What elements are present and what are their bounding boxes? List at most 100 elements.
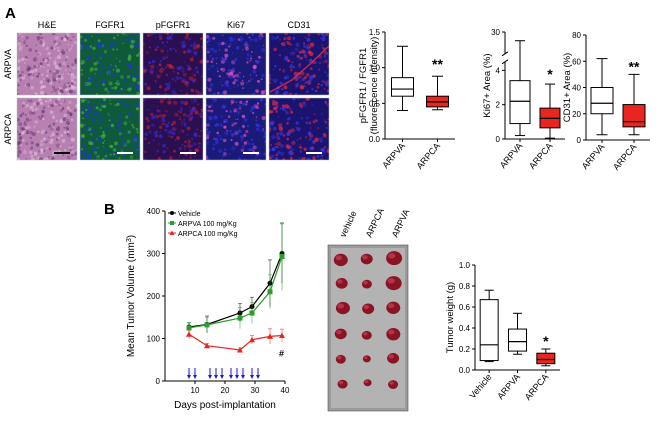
micrograph-speck: [184, 140, 188, 144]
micrograph-speck: [230, 139, 233, 141]
tumor-highlight: [363, 304, 370, 310]
micrograph-speck: [287, 36, 292, 41]
micrograph-speck: [127, 130, 131, 134]
micrograph-speck: [246, 140, 249, 143]
micrograph-speck: [58, 98, 61, 100]
micrograph-border: [268, 32, 330, 96]
micrograph-speck: [80, 59, 86, 65]
micrograph-speck: [96, 138, 98, 140]
micrograph-speck: [113, 141, 118, 146]
micrograph-speck: [307, 79, 311, 84]
micrograph-speck: [325, 33, 328, 36]
micrograph-speck: [18, 136, 23, 140]
micrograph-speck: [97, 137, 102, 142]
micrograph-speck: [156, 109, 160, 113]
micrograph-speck: [206, 87, 209, 89]
micrograph-speck: [272, 126, 277, 131]
micrograph-speck: [255, 116, 258, 118]
micrograph-speck: [28, 111, 33, 115]
micrograph-texture: [80, 33, 140, 95]
micrograph-speck: [23, 148, 26, 151]
micrograph-speck: [274, 105, 277, 107]
micrograph-speck: [36, 36, 41, 40]
micrograph-speck: [159, 60, 163, 63]
micrograph-speck: [193, 155, 196, 158]
micrograph-speck: [130, 39, 135, 44]
micrograph-speck: [121, 84, 123, 86]
micrograph-speck: [128, 55, 132, 59]
micrograph-speck: [305, 59, 308, 61]
micrograph-speck: [305, 116, 309, 120]
micrograph-speck: [207, 44, 210, 46]
micrograph-speck: [62, 99, 65, 102]
micrograph-speck: [160, 74, 162, 77]
micrograph-speck: [33, 151, 38, 156]
box: [590, 87, 614, 115]
micrograph-tile: [268, 97, 330, 161]
micrograph-speck: [206, 41, 209, 43]
micrograph-speck: [190, 153, 192, 156]
y-axis-label: CD31+ Area (%): [562, 53, 573, 122]
micrograph-speck: [66, 119, 69, 121]
micrograph-speck: [282, 134, 286, 137]
micrograph-speck: [219, 123, 223, 127]
micrograph-speck: [70, 137, 75, 142]
micrograph-speck: [23, 61, 26, 64]
micrograph-speck: [246, 57, 249, 61]
micrograph-speck: [183, 118, 186, 121]
micrograph-speck: [18, 45, 23, 50]
micrograph-speck: [277, 150, 281, 155]
micrograph-speck: [150, 123, 155, 127]
micrograph-speck: [315, 61, 318, 64]
micrograph-speck: [68, 48, 71, 52]
micrograph-speck: [89, 45, 93, 48]
micrograph-speck: [261, 125, 263, 127]
micrograph-speck: [156, 45, 160, 49]
micrograph-speck: [85, 108, 88, 111]
micrograph-speck: [243, 42, 247, 45]
micrograph-speck: [279, 131, 284, 136]
micrograph-speck: [251, 142, 255, 146]
tumor: [335, 301, 350, 315]
significance-mark: *: [547, 66, 553, 82]
dosing-arrowhead: [235, 375, 239, 379]
micrograph-speck: [188, 76, 194, 81]
micrograph-speck: [143, 157, 147, 160]
micrograph-speck: [21, 76, 26, 80]
micrograph-speck: [270, 154, 275, 159]
micrograph-speck: [109, 144, 114, 149]
micrograph-speck: [28, 70, 32, 74]
micrograph-speck: [192, 142, 197, 147]
micrograph-speck: [150, 64, 155, 69]
micrograph-speck: [187, 51, 190, 53]
micrograph-speck: [30, 141, 34, 145]
y-tick-label: 80: [572, 31, 581, 40]
micrograph-speck: [307, 33, 311, 37]
micrograph-speck: [45, 131, 48, 134]
micrograph-speck: [283, 92, 285, 95]
micrograph-speck: [43, 143, 46, 146]
micrograph-speck: [303, 54, 308, 59]
micrograph-speck: [117, 123, 121, 127]
micrograph-speck: [155, 81, 158, 84]
photo-column-label: vehicle: [338, 209, 359, 239]
dosing-arrowhead: [250, 375, 254, 379]
micrograph-speck: [136, 54, 139, 57]
micrograph-speck: [29, 146, 34, 150]
micrograph-speck: [197, 145, 201, 149]
micrograph-speck: [200, 108, 203, 113]
micrograph-speck: [279, 38, 281, 41]
micrograph-speck: [135, 103, 138, 107]
micrograph-speck: [73, 81, 77, 85]
micrograph-speck: [162, 70, 164, 73]
tumor: [360, 253, 373, 265]
micrograph-speck: [218, 75, 221, 78]
micrograph-speck: [51, 115, 55, 118]
micrograph-speck: [277, 142, 281, 146]
micrograph-speck: [263, 45, 265, 47]
micrograph-speck: [273, 78, 278, 83]
micrograph-speck: [192, 75, 194, 77]
micrograph-speck: [159, 85, 162, 89]
significance-mark: **: [629, 58, 640, 74]
significance-mark: #: [279, 349, 284, 359]
